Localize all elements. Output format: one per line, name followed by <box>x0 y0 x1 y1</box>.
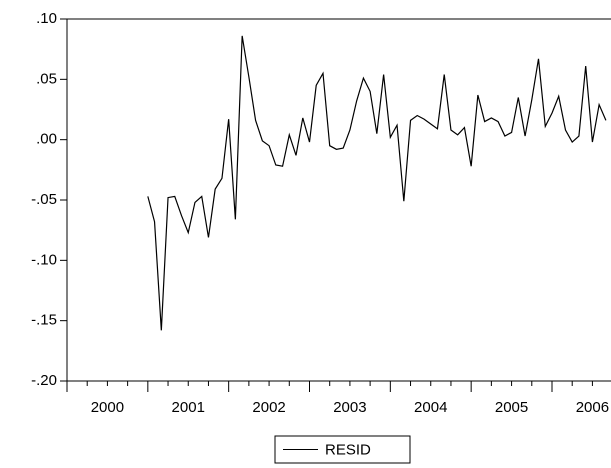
y-tick-label: -.15 <box>31 312 57 329</box>
x-tick-label: 2005 <box>495 399 528 416</box>
x-tick-label: 2006 <box>576 399 609 416</box>
x-tick-label: 2003 <box>333 399 366 416</box>
x-tick-label: 2001 <box>172 399 205 416</box>
y-tick-label: .10 <box>36 10 57 27</box>
legend-label: RESID <box>325 441 371 458</box>
y-tick-label: -.05 <box>31 191 57 208</box>
x-tick-label: 2004 <box>414 399 447 416</box>
x-tick-label: 2002 <box>252 399 285 416</box>
y-tick-label: -.10 <box>31 251 57 268</box>
series-line <box>147 35 607 331</box>
y-tick-label: -.20 <box>31 372 57 389</box>
y-tick-label: .05 <box>36 70 57 87</box>
y-tick-label: .00 <box>36 131 57 148</box>
x-tick-label: 2000 <box>91 399 124 416</box>
